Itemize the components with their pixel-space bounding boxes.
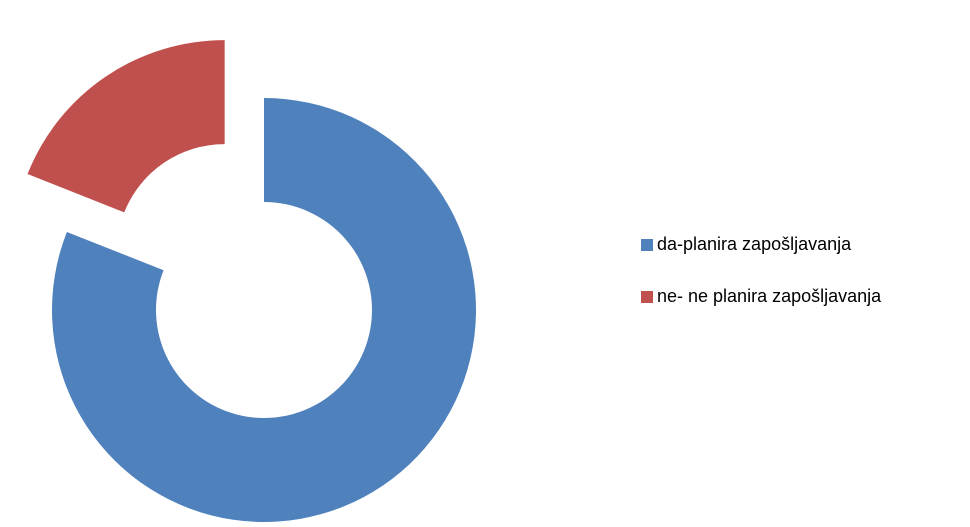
legend-swatch-da xyxy=(641,238,653,251)
legend-item-ne: ne- ne planira zapošljavanja xyxy=(641,284,970,309)
doughnut-chart xyxy=(27,40,477,522)
chart-legend: da-planira zapošljavanja ne- ne planira … xyxy=(641,232,970,336)
legend-label-ne: ne- ne planira zapošljavanja xyxy=(657,286,882,306)
doughnut-svg xyxy=(27,40,477,522)
legend-label-da: da-planira zapošljavanja xyxy=(657,234,852,254)
legend-swatch-ne xyxy=(641,290,653,303)
doughnut-slice-0 xyxy=(52,98,477,522)
doughnut-slice-1 xyxy=(27,40,225,213)
legend-item-da: da-planira zapošljavanja xyxy=(641,232,970,257)
